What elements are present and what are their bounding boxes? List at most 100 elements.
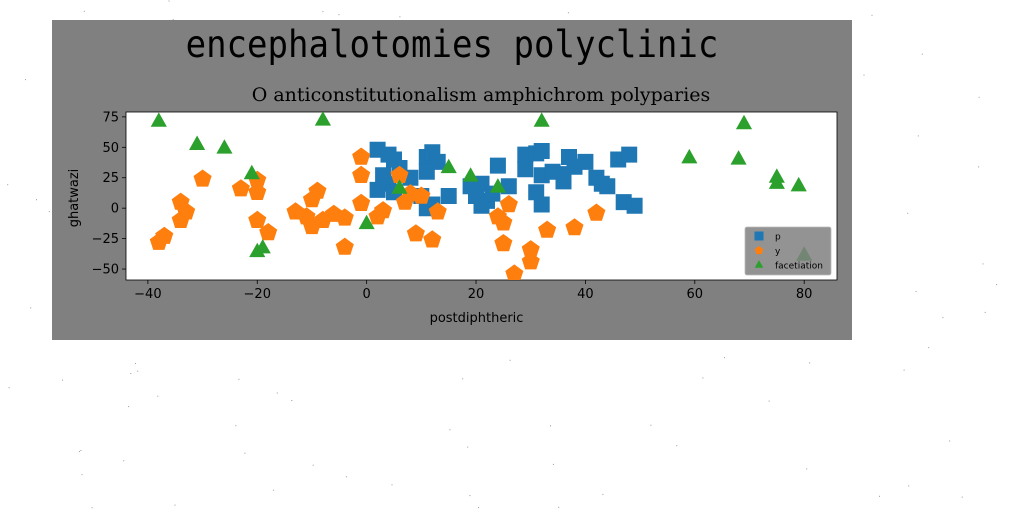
background-speck: [238, 378, 240, 380]
background-speck: [978, 166, 980, 168]
data-point-y: [335, 208, 354, 226]
data-point-p: [418, 163, 435, 180]
legend-box: [744, 226, 832, 276]
background-speck: [36, 199, 37, 201]
data-point-y: [538, 220, 557, 238]
data-point-facetiation: [243, 164, 260, 180]
background-speck: [345, 476, 347, 478]
background-speck: [984, 311, 986, 313]
x-tick-label: 60: [687, 287, 704, 302]
data-point-facetiation: [254, 239, 271, 254]
background-speck: [907, 212, 909, 214]
data-point-y: [565, 218, 584, 236]
data-point-facetiation: [440, 158, 457, 174]
background-speck: [79, 451, 80, 453]
legend-label-y: y: [775, 247, 781, 257]
x-tick-label: −20: [244, 287, 271, 302]
figure-suptitle: encephalotomies polyclinic: [185, 23, 719, 66]
data-point-p: [473, 197, 490, 214]
data-point-p: [500, 178, 517, 195]
data-point-y: [171, 210, 190, 228]
data-point-y: [494, 213, 513, 231]
data-point-facetiation: [735, 114, 753, 130]
background-speck: [879, 495, 880, 497]
y-tick-label: 75: [102, 110, 119, 125]
background-speck: [509, 359, 511, 361]
data-point-y: [231, 179, 250, 197]
data-point-y: [587, 203, 606, 221]
background-speck: [982, 263, 984, 265]
chart-title: O anticonstitutionalism amphichrom polyp…: [251, 84, 711, 106]
chart-figure: encephalotomies polyclinic O anticonstit…: [52, 20, 852, 340]
data-point-facetiation: [768, 168, 785, 183]
data-point-y: [521, 252, 540, 270]
data-point-y: [352, 165, 371, 183]
background-speck: [942, 317, 944, 319]
background-speck: [702, 377, 704, 379]
background-speck: [168, 0, 170, 2]
series-facetiation: [150, 112, 813, 261]
background-speck: [8, 387, 10, 389]
background-speck: [235, 425, 237, 427]
background-speck: [961, 496, 963, 498]
background-speck: [928, 347, 930, 349]
background-speck: [996, 284, 998, 286]
x-tick-label: 20: [468, 287, 485, 302]
x-tick-label: −40: [134, 287, 161, 302]
background-speck: [863, 74, 865, 76]
data-point-facetiation: [216, 139, 233, 154]
data-point-p: [533, 196, 550, 213]
background-speck: [768, 400, 770, 402]
data-point-facetiation: [681, 148, 698, 164]
data-point-y: [259, 223, 278, 241]
background-speck: [567, 12, 569, 14]
data-point-p: [599, 178, 616, 195]
legend-marker-y: [754, 246, 764, 255]
background-speck: [273, 489, 275, 491]
scatter-plot: −40 −20 0 20 40 60 80 75 50 25 0 −25 −50 postdiphther…: [67, 110, 838, 326]
data-point-facetiation: [150, 112, 167, 127]
data-point-facetiation: [489, 178, 506, 193]
background-speck: [128, 406, 130, 408]
y-tick-label: 0: [111, 202, 119, 217]
legend-marker-p: [754, 231, 764, 241]
x-tick-label: 80: [796, 287, 813, 302]
y-tick-label: 50: [102, 141, 119, 156]
background-speck: [338, 14, 340, 16]
legend-marker-facetiation: [754, 260, 764, 268]
background-speck: [81, 474, 83, 476]
x-axis-label: postdiphtheric: [430, 311, 524, 326]
y-axis-label: ghatwazi: [67, 169, 82, 228]
data-point-y: [352, 147, 371, 165]
background-speck: [83, 10, 85, 12]
data-point-facetiation: [314, 112, 331, 126]
data-point-y: [406, 224, 425, 242]
background-speck: [917, 135, 919, 137]
series-y: [149, 147, 606, 280]
data-point-facetiation: [730, 150, 747, 165]
background-speck: [276, 392, 278, 394]
background-speck: [62, 379, 63, 381]
background-speck: [7, 184, 9, 186]
background-speck: [724, 357, 725, 359]
data-point-p: [528, 184, 545, 201]
data-point-p: [555, 173, 572, 190]
background-speck: [391, 484, 393, 486]
data-point-y: [352, 193, 371, 211]
background-speck: [80, 450, 82, 451]
background-speck: [550, 425, 551, 427]
data-point-y: [335, 237, 354, 255]
background-speck: [650, 424, 652, 426]
background-speck: [806, 468, 808, 470]
background-speck: [291, 400, 293, 401]
y-tick-label: 25: [102, 171, 119, 186]
background-speck: [809, 362, 811, 364]
background-speck: [123, 460, 125, 462]
legend-label-facetiation: facetiation: [775, 262, 823, 272]
background-speck: [312, 464, 314, 466]
data-point-y: [193, 169, 212, 187]
background-speck: [478, 507, 480, 509]
background-speck: [469, 495, 471, 497]
data-point-facetiation: [391, 179, 408, 194]
